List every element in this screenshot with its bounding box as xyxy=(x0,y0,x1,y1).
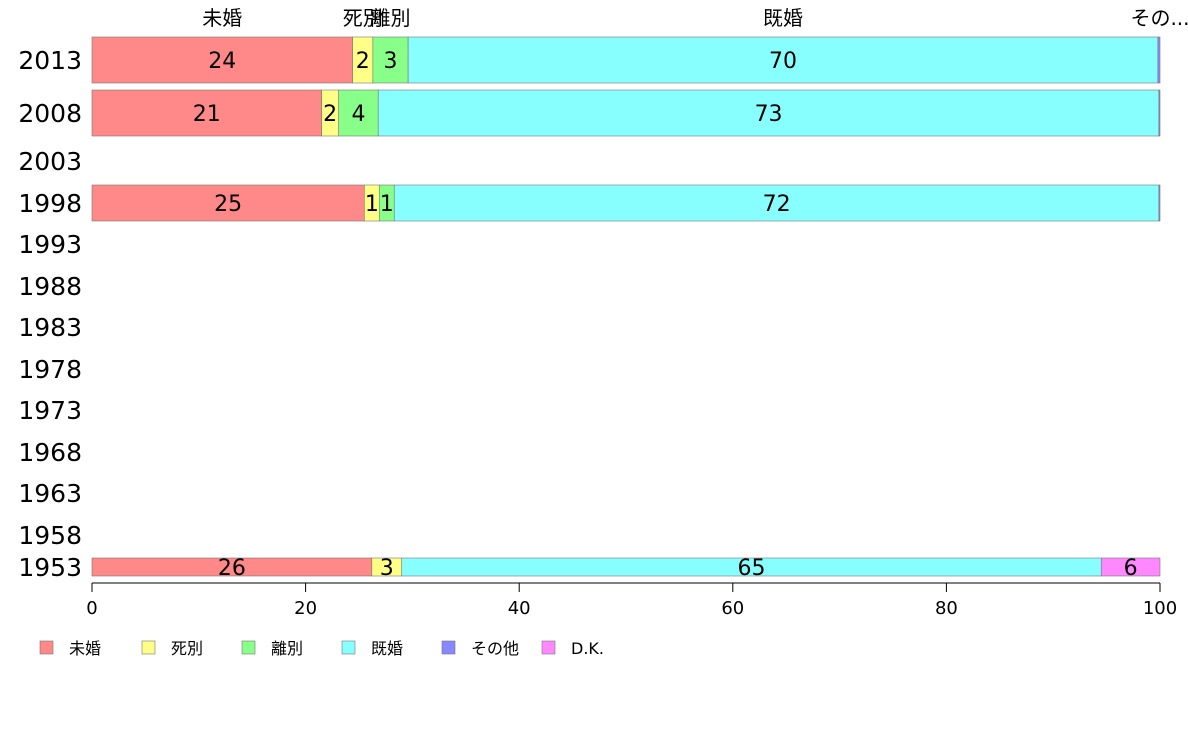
category-label-1993: 1993 xyxy=(18,230,82,259)
x-tick-label-20: 20 xyxy=(294,598,317,619)
bar-2013-その他 xyxy=(1157,36,1161,84)
legend-swatch-その他 xyxy=(441,640,456,655)
category-label-1968: 1968 xyxy=(18,438,82,467)
top-segment-label-4: その... xyxy=(1130,6,1188,30)
bar-2013-離別 xyxy=(372,36,409,84)
legend-swatch-死別 xyxy=(141,640,156,655)
bar-2013-未婚 xyxy=(91,36,353,84)
legend-label-離別: 離別 xyxy=(271,639,303,658)
legend-label-その他: その他 xyxy=(471,639,519,658)
data-label-1953-既婚: 65 xyxy=(737,556,765,581)
bar-2013-既婚 xyxy=(407,36,1159,84)
category-label-1963: 1963 xyxy=(18,479,82,508)
category-label-2008: 2008 xyxy=(18,99,82,128)
data-label-2008-死別: 2 xyxy=(323,102,337,127)
legend-label-D.K.: D.K. xyxy=(571,639,604,658)
legend-swatch-未婚 xyxy=(39,640,54,655)
legend-label-既婚: 既婚 xyxy=(371,639,403,658)
data-label-2013-既婚: 70 xyxy=(769,49,797,74)
x-tick-label-80: 80 xyxy=(935,598,958,619)
bar-1953-D.K. xyxy=(1100,557,1161,577)
data-label-1953-死別: 3 xyxy=(380,556,394,581)
legend-swatch-D.K. xyxy=(541,640,556,655)
x-tick-label-100: 100 xyxy=(1143,598,1177,619)
legend-swatch-離別 xyxy=(241,640,256,655)
top-segment-label-1: 死別 xyxy=(343,6,383,30)
bar-2008-離別 xyxy=(338,89,379,137)
category-label-1983: 1983 xyxy=(18,313,82,342)
top-segment-label-3: 既婚 xyxy=(763,6,803,30)
category-label-1988: 1988 xyxy=(18,272,82,301)
x-tick-label-40: 40 xyxy=(508,598,531,619)
bar-1998-その他 xyxy=(1158,184,1161,222)
legend-label-未婚: 未婚 xyxy=(69,639,101,658)
data-label-2008-未婚: 21 xyxy=(193,102,221,127)
data-label-2008-既婚: 73 xyxy=(755,102,783,127)
data-label-2013-死別: 2 xyxy=(356,49,370,74)
bar-2008-未婚 xyxy=(91,89,322,137)
category-label-1958: 1958 xyxy=(18,521,82,550)
category-label-1953: 1953 xyxy=(18,553,82,582)
x-tick-label-0: 0 xyxy=(86,598,97,619)
data-label-1998-未婚: 25 xyxy=(214,192,242,217)
data-label-1953-未婚: 26 xyxy=(218,556,246,581)
data-label-1998-離別: 1 xyxy=(380,192,394,217)
bar-2008-既婚 xyxy=(377,89,1160,137)
data-label-1953-D.K.: 6 xyxy=(1124,556,1138,581)
data-label-2013-離別: 3 xyxy=(384,49,398,74)
data-label-2013-未婚: 24 xyxy=(208,49,236,74)
category-label-1973: 1973 xyxy=(18,396,82,425)
x-tick-label-60: 60 xyxy=(721,598,744,619)
top-segment-label-0: 未婚 xyxy=(202,6,242,30)
bar-2008-その他 xyxy=(1158,89,1161,137)
legend-swatch-既婚 xyxy=(341,640,356,655)
category-label-2003: 2003 xyxy=(18,147,82,176)
category-label-1978: 1978 xyxy=(18,355,82,384)
category-label-2013: 2013 xyxy=(18,46,82,75)
bar-1998-未婚 xyxy=(91,184,365,222)
data-label-1998-既婚: 72 xyxy=(763,192,791,217)
data-label-2008-離別: 4 xyxy=(351,102,365,127)
legend-label-死別: 死別 xyxy=(171,639,203,658)
category-label-1998: 1998 xyxy=(18,189,82,218)
data-label-1998-死別: 1 xyxy=(365,192,379,217)
bar-1998-既婚 xyxy=(393,184,1160,222)
top-segment-label-2: 離別 xyxy=(371,6,411,30)
